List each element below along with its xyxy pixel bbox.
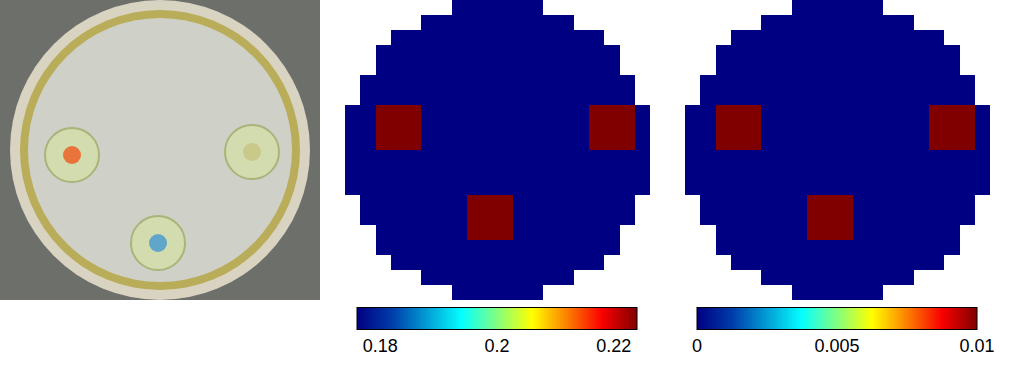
svg-text:0.18: 0.18 <box>363 336 398 356</box>
svg-text:0.22: 0.22 <box>596 336 631 356</box>
svg-text:0.01: 0.01 <box>959 336 994 356</box>
svg-text:0.2: 0.2 <box>484 336 509 356</box>
svg-text:0.005: 0.005 <box>814 336 859 356</box>
svg-text:0: 0 <box>692 336 702 356</box>
